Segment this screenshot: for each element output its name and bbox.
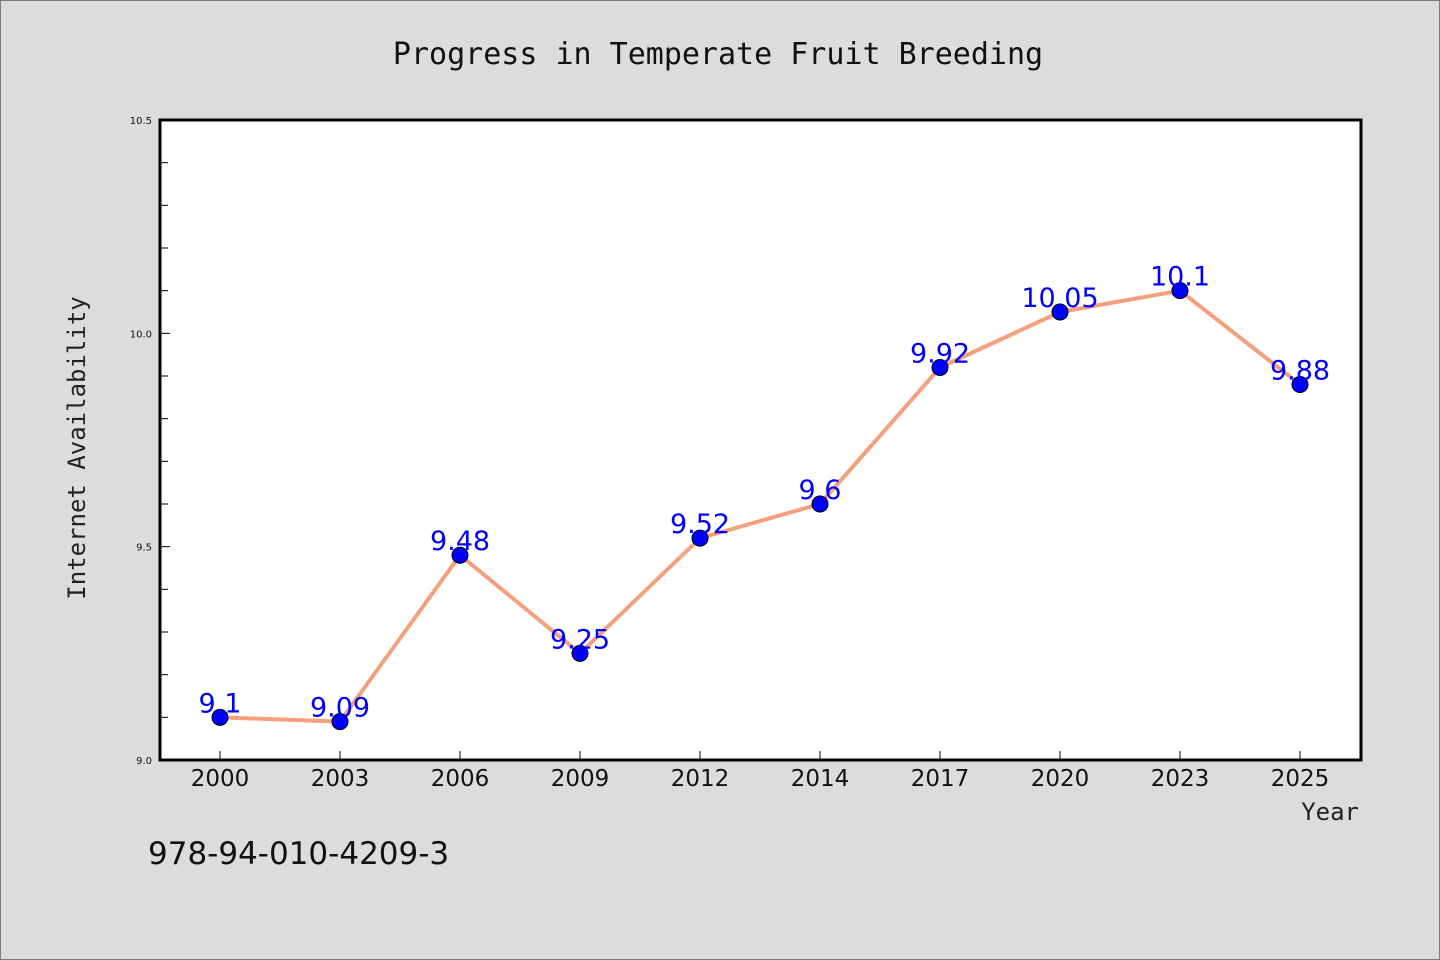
data-point xyxy=(1291,376,1309,394)
plot-area xyxy=(158,118,1363,762)
y-tick-label: 10.5 xyxy=(130,116,152,127)
data-label: 10.05 xyxy=(1021,283,1098,314)
isbn-annotation: 978-94-010-4209-3 xyxy=(148,836,449,872)
data-point xyxy=(1051,303,1069,321)
y-tick-label: 9.0 xyxy=(136,756,152,767)
series-line xyxy=(219,288,1302,724)
chart-title: Progress in Temperate Fruit Breeding xyxy=(393,37,1043,72)
x-axis-label: Year xyxy=(1301,798,1359,826)
y-axis-label: Internet Availability xyxy=(63,296,91,599)
x-axis-ticks: 2000 2003 2006 2009 2012 2014 2017 2020 2023 2025 xyxy=(191,751,1330,792)
data-point xyxy=(571,644,589,662)
data-label: 9.92 xyxy=(910,338,970,369)
x-tick-label: 2023 xyxy=(1151,766,1210,792)
data-point xyxy=(331,713,349,731)
x-tick-label: 2000 xyxy=(191,766,250,792)
x-tick-label: 2014 xyxy=(791,766,850,792)
data-point xyxy=(691,529,709,547)
data-point xyxy=(931,358,949,376)
x-tick-label: 2006 xyxy=(431,766,490,792)
data-label: 9.25 xyxy=(550,624,610,655)
y-tick-label: 9.5 xyxy=(136,543,152,554)
data-point xyxy=(211,708,229,726)
data-label: 9.48 xyxy=(430,526,490,557)
data-label: 9.1 xyxy=(199,688,242,719)
data-point xyxy=(811,495,829,513)
x-tick-label: 2012 xyxy=(671,766,730,792)
x-tick-label: 2003 xyxy=(311,766,370,792)
y-axis-ticks: 9.0 9.5 10.0 10.5 xyxy=(130,116,170,767)
x-tick-label: 2017 xyxy=(911,766,970,792)
x-tick-label: 2020 xyxy=(1031,766,1090,792)
data-label: 9.88 xyxy=(1270,356,1330,387)
x-tick-label: 2009 xyxy=(551,766,610,792)
y-tick-label: 10.0 xyxy=(130,329,152,340)
series-markers xyxy=(211,282,1309,731)
data-label: 9.52 xyxy=(670,509,730,540)
data-point xyxy=(451,546,469,564)
data-labels: 9.1 9.09 9.48 9.25 9.52 9.6 9.92 10.05 10.1 9.88 xyxy=(199,262,1331,724)
data-label: 10.1 xyxy=(1150,262,1210,293)
data-label: 9.6 xyxy=(799,475,842,506)
data-point xyxy=(1171,282,1189,300)
data-label: 9.09 xyxy=(310,693,370,724)
x-tick-label: 2025 xyxy=(1271,766,1330,792)
